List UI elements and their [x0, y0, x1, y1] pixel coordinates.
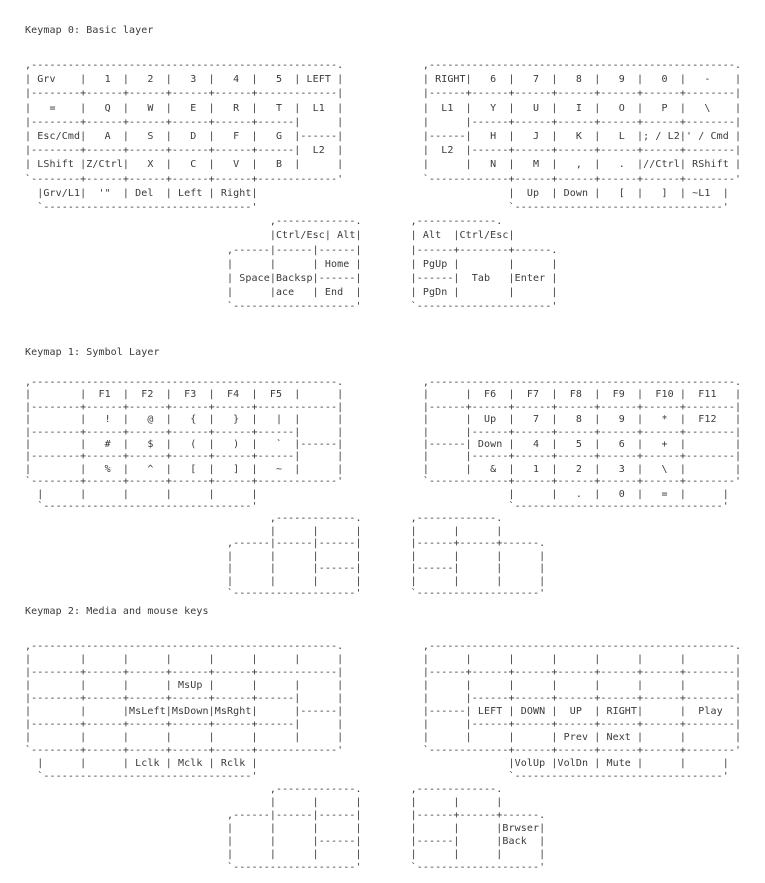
- keymap-1-section: Keymap 1: Symbol Layer ,----------------…: [25, 346, 741, 600]
- keymap-0-ascii-art: ,---------------------------------------…: [25, 60, 742, 313]
- keymap-0-title: Keymap 0: Basic layer: [25, 25, 154, 36]
- keymap-2-ascii-art: ,---------------------------------------…: [25, 641, 742, 873]
- keymap-2-title: Keymap 2: Media and mouse keys: [25, 606, 209, 617]
- keymap-0-section: Keymap 0: Basic layer ,-----------------…: [25, 24, 741, 315]
- keymap-2-section: Keymap 2: Media and mouse keys ,--------…: [25, 605, 741, 874]
- keymap-1-title: Keymap 1: Symbol Layer: [25, 347, 160, 358]
- keymap-1-ascii-art: ,---------------------------------------…: [25, 377, 742, 599]
